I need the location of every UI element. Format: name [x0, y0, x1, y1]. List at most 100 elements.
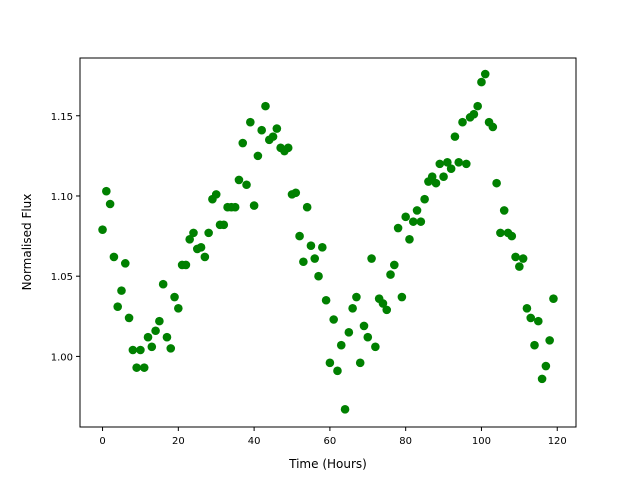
data-point: [147, 342, 157, 352]
data-point: [549, 294, 558, 303]
y-axis: 1.00 1.05 1.10 1.15: [51, 112, 80, 363]
data-point: [174, 303, 183, 313]
data-point: [139, 363, 149, 372]
x-axis-label: Time (Hours): [288, 457, 367, 471]
y-tick-label: 1.05: [51, 272, 73, 283]
data-point: [302, 202, 312, 212]
data-point: [318, 243, 327, 252]
data-point: [128, 345, 138, 355]
data-point: [408, 217, 418, 226]
data-point: [530, 340, 539, 350]
data-point: [283, 143, 293, 153]
data-point: [412, 206, 422, 215]
data-point: [196, 243, 206, 252]
x-tick-label: 80: [399, 436, 412, 447]
data-point: [155, 316, 164, 326]
data-point: [219, 220, 229, 230]
data-point: [272, 124, 282, 133]
data-point: [488, 122, 498, 132]
data-point: [397, 292, 407, 302]
data-point: [431, 178, 441, 188]
data-point: [261, 101, 270, 111]
data-point: [321, 295, 331, 305]
data-point: [105, 199, 115, 209]
data-point: [492, 178, 501, 188]
data-point: [306, 241, 316, 251]
data-point: [522, 303, 532, 313]
data-point: [446, 164, 456, 173]
data-point: [143, 332, 153, 342]
data-point: [211, 190, 221, 199]
x-tick-label: 100: [472, 436, 491, 447]
data-point: [462, 159, 471, 169]
data-point: [480, 69, 490, 79]
data-point: [102, 186, 111, 196]
data-point: [230, 202, 240, 212]
data-point: [435, 159, 445, 169]
x-tick-label: 20: [172, 436, 185, 447]
data-point: [427, 172, 437, 182]
data-point: [117, 286, 126, 295]
data-point: [518, 254, 528, 263]
data-point: [367, 254, 376, 263]
data-point: [378, 299, 388, 308]
y-tick-label: 1.00: [51, 352, 73, 363]
axes-frame: [79, 57, 577, 428]
data-point: [363, 332, 373, 342]
data-point: [234, 175, 244, 185]
data-point: [329, 315, 338, 324]
x-tick-label: 0: [99, 436, 105, 447]
data-point: [405, 234, 414, 244]
data-point: [314, 271, 323, 281]
data-point: [416, 217, 426, 226]
data-point: [443, 157, 452, 167]
data-point: [158, 279, 168, 289]
data-point: [166, 344, 176, 353]
data-point: [511, 252, 520, 262]
data-point: [537, 374, 547, 384]
y-tick-label: 1.10: [51, 192, 73, 203]
x-tick-label: 40: [248, 436, 261, 447]
data-point: [185, 234, 194, 244]
data-point: [333, 366, 342, 376]
data-point: [359, 321, 369, 331]
x-tick-label: 60: [324, 436, 337, 447]
data-point: [268, 132, 278, 141]
data-point: [401, 212, 410, 222]
data-point: [371, 342, 380, 352]
data-point: [355, 358, 365, 368]
data-point: [390, 260, 399, 270]
data-point: [458, 117, 467, 127]
data-point: [200, 252, 210, 262]
y-axis-label: Normalised Flux: [20, 194, 34, 291]
data-point: [420, 194, 429, 204]
data-point: [98, 225, 107, 234]
data-point: [541, 361, 551, 371]
data-point: [242, 180, 251, 190]
data-point: [473, 101, 482, 111]
data-point: [469, 109, 479, 119]
data-point: [344, 328, 354, 337]
data-point: [515, 262, 524, 271]
data-point: [496, 228, 505, 238]
data-point: [310, 254, 320, 263]
y-tick-label: 1.15: [51, 112, 73, 123]
data-point: [348, 303, 357, 313]
data-point: [477, 77, 486, 87]
data-point: [249, 201, 259, 210]
data-point: [299, 257, 308, 267]
x-tick-label: 120: [548, 436, 567, 447]
data-point: [325, 358, 335, 368]
data-point: [170, 292, 179, 302]
data-point: [439, 172, 448, 182]
data-point: [454, 157, 464, 167]
data-point: [526, 313, 536, 323]
data-point: [151, 326, 160, 336]
data-point: [136, 345, 145, 355]
data-point: [113, 302, 123, 311]
data-point: [291, 188, 301, 198]
data-point: [162, 332, 172, 342]
